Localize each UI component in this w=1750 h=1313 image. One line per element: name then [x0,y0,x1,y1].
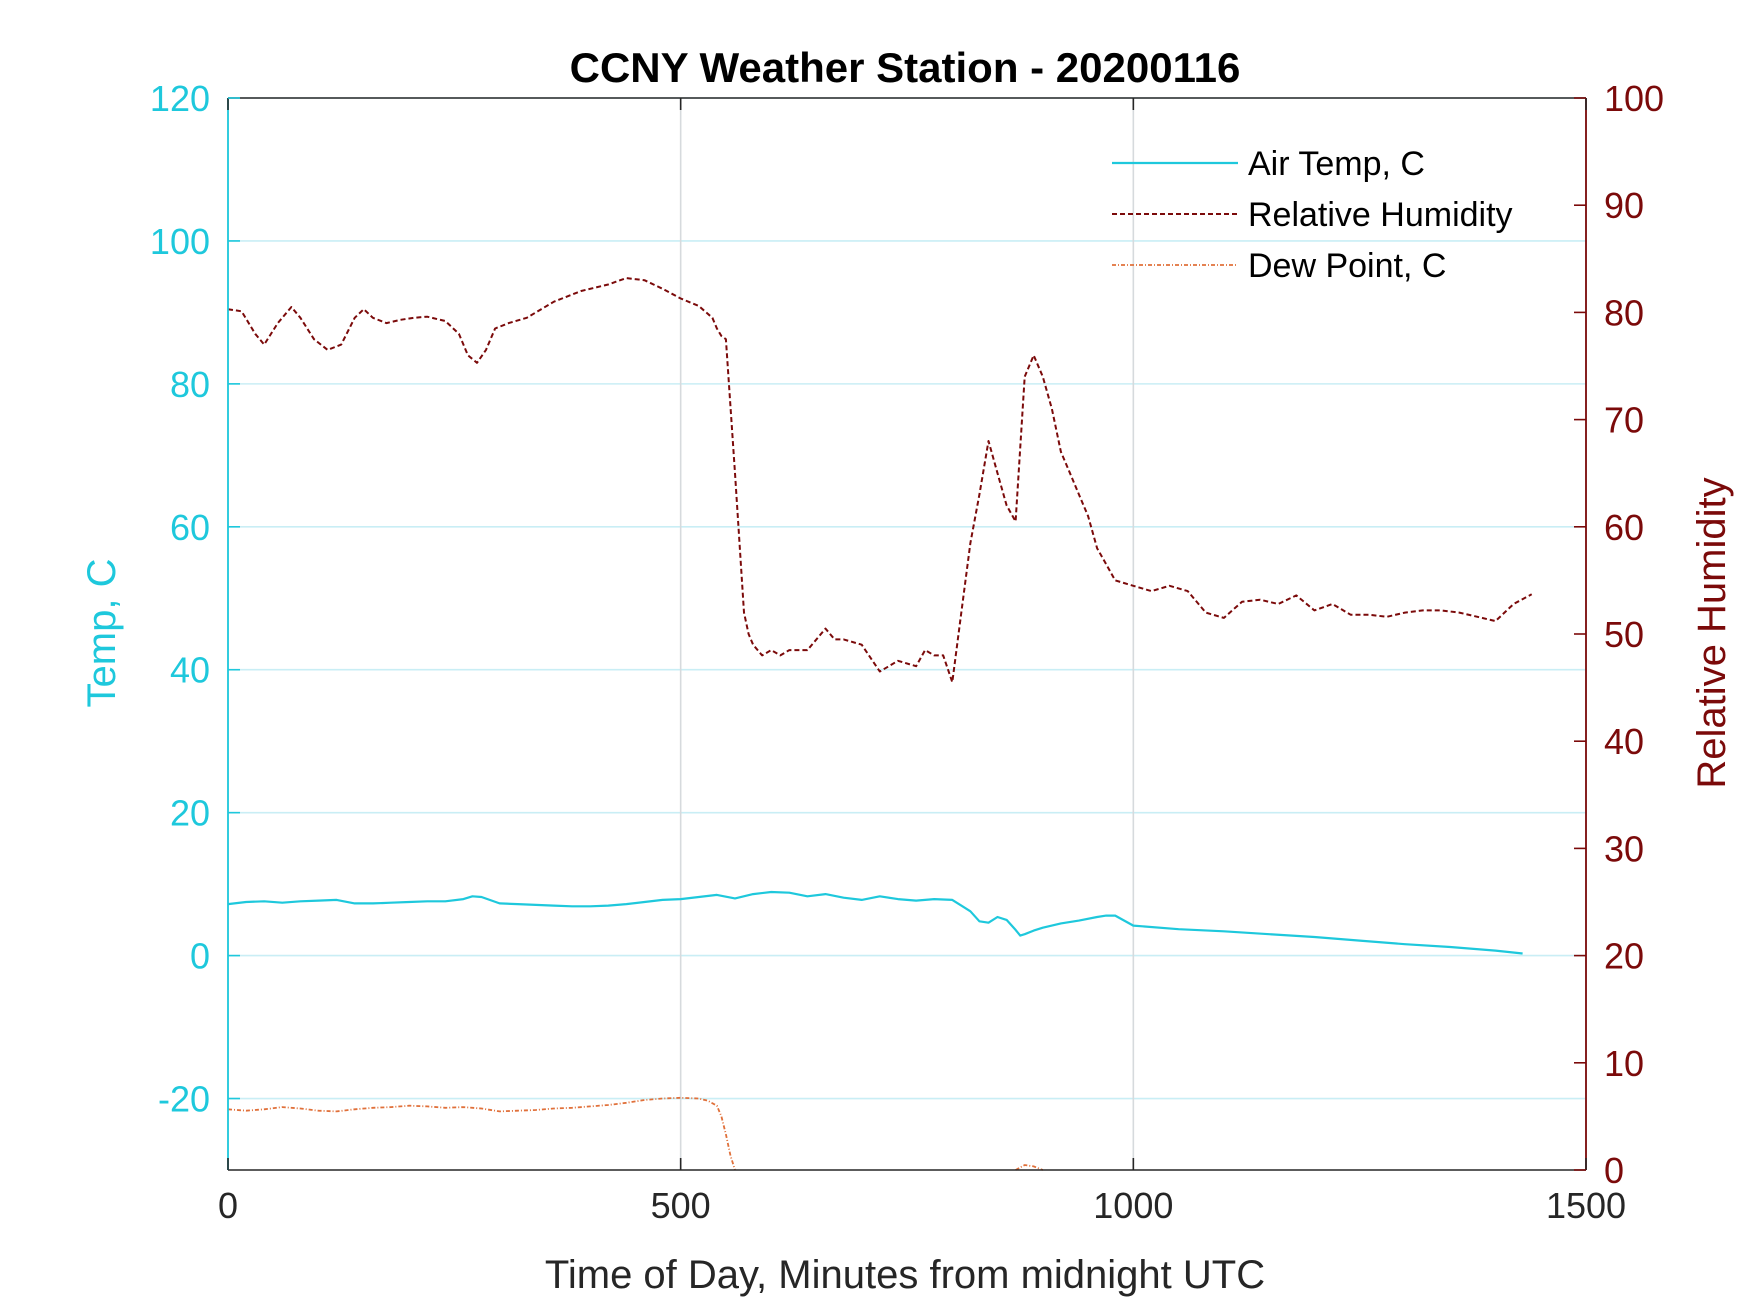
series-relative-humidity [227,277,1533,684]
y-axis-label-right: Relative Humidity [1690,477,1734,788]
y-axis-label-left: Temp, C [80,559,124,708]
y-tick-label-right: 20 [1604,936,1644,977]
y-tick-label-right: 10 [1604,1043,1644,1084]
y-tick-label-left: 40 [170,650,210,691]
legend-entry: Relative Humidity [1248,196,1513,234]
x-tick-label: 0 [218,1185,238,1226]
series-dew-point-segment [1015,1164,1044,1171]
y-tick-label-right: 30 [1604,828,1644,869]
y-tick-label-left: 120 [150,78,210,119]
y-tick-label-left: -20 [158,1079,210,1120]
y-tick-label-right: 60 [1604,507,1644,548]
y-tick-label-right: 50 [1604,614,1644,655]
y-tick-label-left: 80 [170,364,210,405]
y-tick-label-left: 20 [170,793,210,834]
y-tick-label-left: 100 [150,221,210,262]
x-tick-label: 1500 [1546,1185,1626,1226]
y-tick-label-right: 0 [1604,1150,1624,1191]
y-tick-label-right: 40 [1604,721,1644,762]
x-axis-label: Time of Day, Minutes from midnight UTC [545,1253,1265,1297]
legend: Air Temp, C Relative Humidity Dew Point, C [1112,145,1513,285]
y-tick-label-left: 0 [190,936,210,977]
x-tick-label: 500 [651,1185,711,1226]
legend-entry: Dew Point, C [1248,247,1446,285]
y-tick-label-right: 90 [1604,185,1644,226]
y-tick-label-left: 60 [170,507,210,548]
y-tick-label-right: 100 [1604,78,1664,119]
x-tick-label: 1000 [1093,1185,1173,1226]
y-tick-label-right: 80 [1604,292,1644,333]
series-air-temp [227,890,1523,955]
plot-area [227,277,1533,1171]
legend-entry: Air Temp, C [1248,145,1425,183]
y-tick-label-right: 70 [1604,400,1644,441]
chart-title: CCNY Weather Station - 20200116 [570,44,1241,91]
series-dew-point [227,1096,736,1171]
axes: 0 500 1000 1500120100806040200-201009080706… [150,78,1664,1226]
